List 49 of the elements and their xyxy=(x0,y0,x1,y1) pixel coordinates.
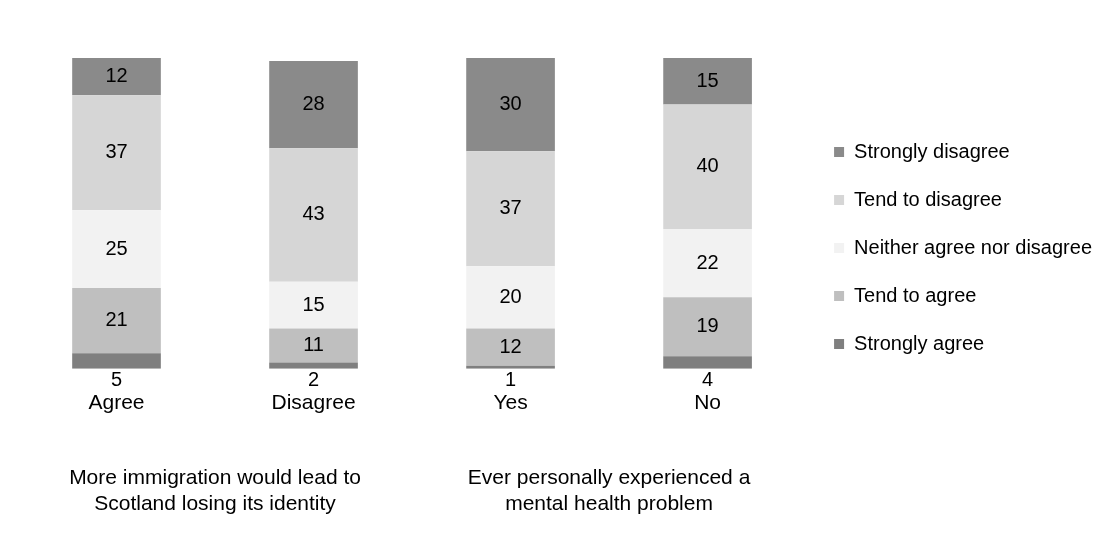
data-label: 5 xyxy=(110,368,123,391)
data-label: 30 xyxy=(499,92,522,115)
data-label: 37 xyxy=(499,196,522,219)
bar xyxy=(663,58,752,105)
bar xyxy=(663,356,752,369)
data-label: 12 xyxy=(499,334,522,357)
bar xyxy=(466,328,555,366)
x-tick-label: Disagree xyxy=(271,390,356,414)
data-label: 20 xyxy=(499,284,522,307)
data-label: 22 xyxy=(696,250,719,273)
bar xyxy=(466,58,555,152)
data-label: 12 xyxy=(105,64,128,87)
legend-label: Neither agree nor disagree xyxy=(854,235,1092,258)
bar xyxy=(269,61,358,149)
data-label: 40 xyxy=(696,154,719,177)
bar xyxy=(269,281,358,329)
bar xyxy=(72,353,161,369)
bar xyxy=(269,148,358,282)
bar xyxy=(466,266,555,329)
data-label: 28 xyxy=(302,92,325,115)
x-tick-label: No xyxy=(694,390,721,414)
text: Ever personally experienced a mental health problem xyxy=(467,465,751,515)
text: More immigration would lead to Scotland losing its identity xyxy=(69,465,361,515)
data-label: 19 xyxy=(696,314,719,337)
data-label: 43 xyxy=(302,202,325,225)
x-tick-label: Yes xyxy=(493,390,528,414)
bar xyxy=(72,95,161,211)
legend-label: Tend to disagree xyxy=(854,187,1002,210)
x-tick-label: Agree xyxy=(88,390,145,414)
data-label: 37 xyxy=(105,140,128,163)
data-label: 11 xyxy=(303,333,324,356)
data-label: 1 xyxy=(504,368,517,391)
legend-label: Strongly disagree xyxy=(854,139,1010,162)
bar xyxy=(663,104,752,229)
data-label: 15 xyxy=(302,292,325,315)
bar xyxy=(663,297,752,357)
legend-label: Tend to agree xyxy=(854,283,977,306)
bar xyxy=(269,328,358,363)
bar xyxy=(663,228,752,298)
data-label: 21 xyxy=(105,308,128,331)
data-label: 25 xyxy=(105,236,128,259)
bar xyxy=(72,210,161,288)
bar xyxy=(72,287,161,354)
legend-label: Strongly agree xyxy=(854,331,985,354)
data-label: 4 xyxy=(702,368,714,391)
data-label: 2 xyxy=(307,368,320,391)
bar xyxy=(466,151,555,267)
bar xyxy=(72,58,161,96)
data-label: 15 xyxy=(696,68,719,91)
